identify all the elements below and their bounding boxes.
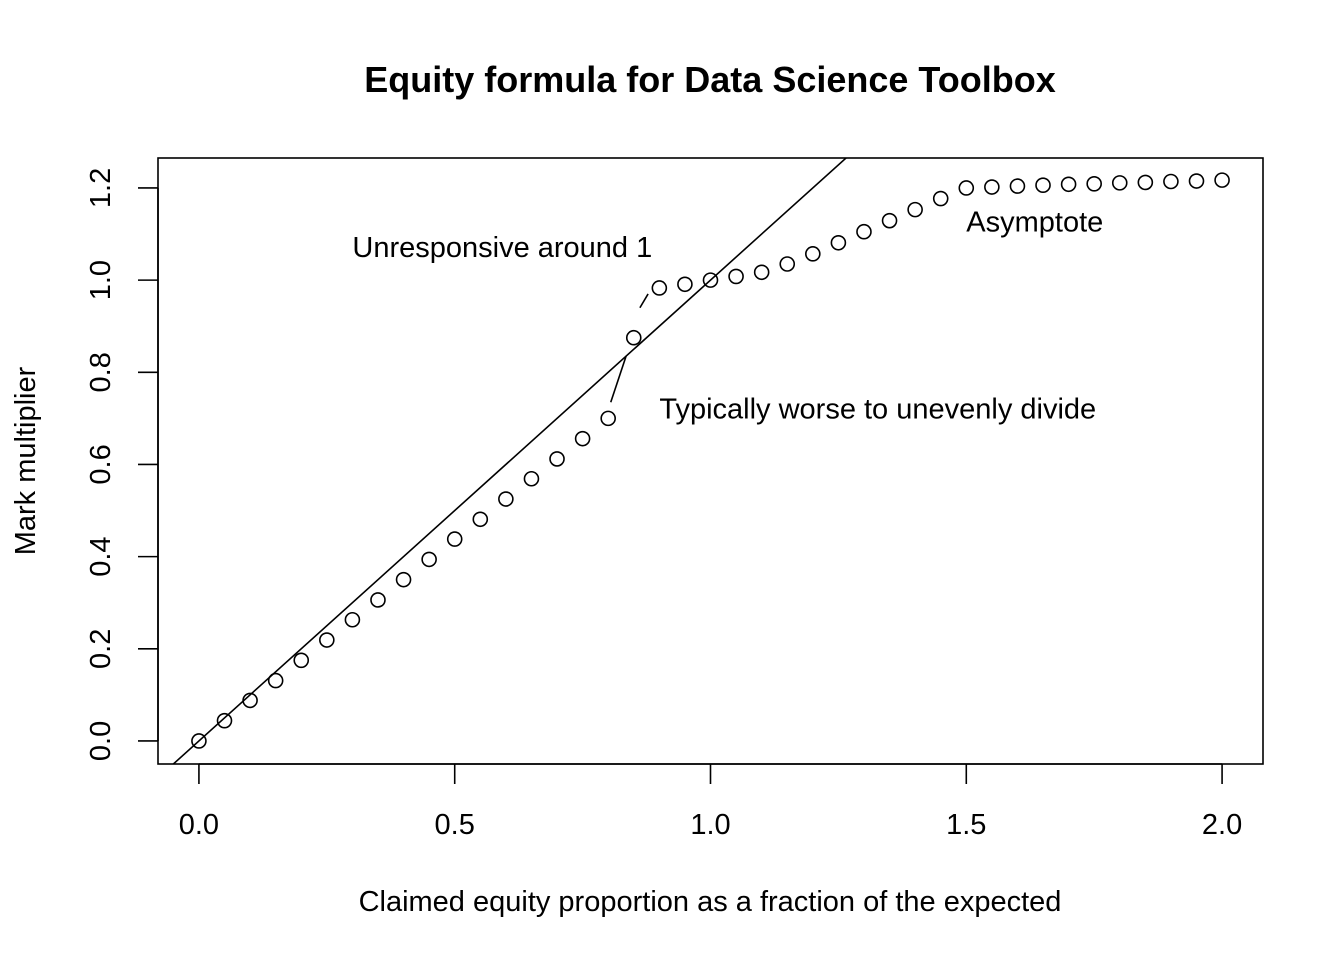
y-axis-label: Mark multiplier bbox=[10, 366, 42, 555]
data-point bbox=[267, 672, 284, 689]
x-tick-label: 0.0 bbox=[179, 809, 219, 841]
y-tick-label: 1.2 bbox=[85, 168, 117, 208]
data-point bbox=[856, 223, 872, 240]
data-point bbox=[1188, 173, 1205, 189]
data-point bbox=[1060, 176, 1077, 193]
data-point bbox=[523, 470, 540, 487]
data-point bbox=[344, 611, 361, 628]
y-tick-label: 0.4 bbox=[85, 536, 117, 576]
data-point bbox=[421, 551, 437, 568]
reference-line bbox=[172, 158, 848, 764]
y-tick-label: 0.2 bbox=[85, 629, 117, 669]
data-point bbox=[600, 410, 616, 427]
data-point bbox=[1111, 175, 1128, 191]
data-point bbox=[319, 632, 335, 648]
y-axis: 0.0 0.2 0.4 0.6 0.8 1.0 1.2 bbox=[85, 168, 159, 761]
data-point bbox=[984, 179, 1000, 195]
data-point bbox=[907, 201, 923, 218]
data-point bbox=[1009, 178, 1026, 194]
annotation-label: Typically worse to unevenly divide bbox=[659, 393, 1096, 425]
data-point bbox=[370, 592, 386, 608]
data-point bbox=[677, 276, 693, 293]
y-tick-label: 0.8 bbox=[85, 352, 117, 392]
data-point bbox=[498, 491, 514, 507]
x-axis: 0.0 0.5 1.0 1.5 2.0 bbox=[179, 763, 1242, 841]
data-point bbox=[753, 264, 770, 281]
data-point bbox=[472, 511, 489, 528]
data-point bbox=[651, 280, 668, 296]
data-point bbox=[1086, 176, 1102, 192]
data-point bbox=[805, 246, 821, 262]
data-point bbox=[728, 268, 744, 285]
y-tick-label: 1.0 bbox=[85, 260, 117, 300]
data-point bbox=[242, 692, 258, 709]
annotations: Unresponsive around 1 Typically worse to … bbox=[352, 207, 1103, 426]
annotation-label: Unresponsive around 1 bbox=[352, 232, 652, 264]
annotation-label: Asymptote bbox=[966, 207, 1103, 239]
plot-frame bbox=[157, 157, 1264, 765]
data-point bbox=[1214, 172, 1230, 188]
data-point bbox=[932, 190, 949, 207]
y-tick-label: 0.0 bbox=[85, 721, 117, 761]
data-point bbox=[1163, 173, 1179, 190]
x-tick-label: 2.0 bbox=[1202, 809, 1242, 841]
data-point bbox=[881, 212, 898, 229]
chart-title: Equity formula for Data Science Toolbox bbox=[364, 59, 1055, 100]
data-point bbox=[191, 733, 207, 749]
annotation-segment bbox=[609, 355, 627, 403]
data-point bbox=[779, 256, 796, 272]
data-point bbox=[574, 430, 591, 447]
data-point bbox=[830, 234, 847, 251]
data-point bbox=[293, 652, 310, 669]
data-point bbox=[958, 180, 975, 196]
data-point bbox=[216, 712, 233, 729]
data-point bbox=[1035, 177, 1051, 193]
data-points bbox=[191, 172, 1230, 749]
x-axis-label: Claimed equity proportion as a fraction … bbox=[359, 886, 1062, 918]
y-tick-label: 0.6 bbox=[85, 444, 117, 484]
data-point bbox=[549, 451, 565, 467]
annotation-segment bbox=[639, 293, 649, 309]
data-point bbox=[1137, 174, 1154, 191]
x-tick-label: 1.5 bbox=[946, 809, 986, 841]
data-point bbox=[625, 329, 642, 346]
data-point bbox=[702, 272, 719, 288]
annotation-segments bbox=[609, 293, 649, 403]
data-point bbox=[395, 571, 412, 588]
data-point bbox=[446, 531, 463, 547]
x-tick-label: 0.5 bbox=[435, 809, 475, 841]
x-tick-label: 1.0 bbox=[690, 809, 730, 841]
